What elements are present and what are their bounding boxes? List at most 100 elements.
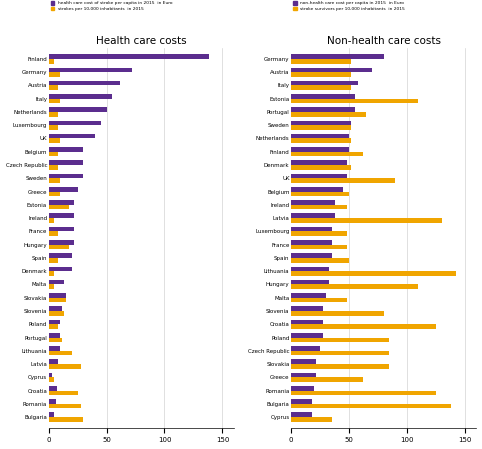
Bar xyxy=(291,134,349,138)
Bar xyxy=(49,59,54,64)
Bar xyxy=(291,293,326,298)
Bar xyxy=(49,377,54,382)
Bar xyxy=(49,359,58,364)
Bar xyxy=(291,94,355,99)
Bar xyxy=(291,306,323,311)
Bar xyxy=(49,271,54,276)
Bar xyxy=(49,85,58,90)
Bar xyxy=(291,67,372,72)
Bar xyxy=(49,160,83,165)
Bar xyxy=(49,134,95,138)
Bar xyxy=(291,267,329,271)
Bar xyxy=(49,413,54,417)
Bar xyxy=(49,338,63,342)
Bar xyxy=(49,67,132,72)
Bar xyxy=(49,213,74,218)
Bar xyxy=(49,112,58,117)
Bar xyxy=(291,107,355,112)
Bar xyxy=(291,298,347,302)
Bar xyxy=(291,165,351,170)
Bar xyxy=(49,253,72,258)
Bar xyxy=(291,311,384,316)
Bar xyxy=(291,125,351,130)
Bar xyxy=(49,386,57,391)
Bar xyxy=(291,160,347,165)
Bar xyxy=(291,351,389,356)
Bar xyxy=(291,258,349,263)
Bar xyxy=(291,138,351,143)
Bar xyxy=(291,417,332,422)
Bar xyxy=(49,240,74,245)
Bar xyxy=(291,253,332,258)
Title: Health care costs: Health care costs xyxy=(96,36,187,46)
Bar xyxy=(49,417,83,422)
Bar xyxy=(49,205,69,210)
Bar xyxy=(291,413,312,417)
Bar xyxy=(291,112,366,117)
Bar xyxy=(49,107,107,112)
Bar xyxy=(49,324,58,329)
Bar xyxy=(49,391,78,395)
Bar xyxy=(291,147,349,152)
Bar xyxy=(49,227,74,231)
Bar xyxy=(291,324,436,329)
Bar xyxy=(49,152,58,156)
Bar xyxy=(291,338,389,342)
Bar xyxy=(49,267,72,271)
Bar xyxy=(49,147,83,152)
Bar xyxy=(291,346,320,351)
Bar xyxy=(291,240,332,245)
Bar xyxy=(49,373,52,377)
Bar xyxy=(49,311,64,316)
Bar xyxy=(49,293,66,298)
Bar xyxy=(49,306,63,311)
Bar xyxy=(49,351,72,356)
Bar xyxy=(291,213,335,218)
Bar xyxy=(49,280,64,284)
Bar xyxy=(291,404,451,409)
Bar xyxy=(49,187,78,192)
Bar xyxy=(291,391,436,395)
Bar xyxy=(49,284,54,289)
Bar xyxy=(291,178,395,183)
Bar xyxy=(291,364,389,369)
Bar xyxy=(291,373,317,377)
Bar xyxy=(49,121,101,125)
Bar xyxy=(49,54,209,59)
Bar xyxy=(49,72,60,77)
Bar xyxy=(291,227,332,231)
Bar xyxy=(291,399,312,404)
Legend: non-health care cost per capita in 2015  in Euro, stroke survivors per 10,000 in: non-health care cost per capita in 2015 … xyxy=(293,1,405,11)
Bar xyxy=(291,187,343,192)
Bar xyxy=(291,320,323,324)
Bar xyxy=(49,404,81,409)
Bar xyxy=(49,178,60,183)
Bar xyxy=(49,81,120,85)
Bar xyxy=(49,174,83,178)
Bar xyxy=(49,138,60,143)
Bar xyxy=(291,200,335,205)
Title: Non-health care costs: Non-health care costs xyxy=(327,36,441,46)
Bar xyxy=(49,346,60,351)
Bar xyxy=(291,359,317,364)
Bar xyxy=(49,94,112,99)
Bar xyxy=(49,320,60,324)
Bar xyxy=(49,298,66,302)
Bar xyxy=(291,121,351,125)
Bar xyxy=(49,364,81,369)
Bar xyxy=(291,271,455,276)
Bar xyxy=(291,333,323,338)
Bar xyxy=(49,333,60,338)
Bar xyxy=(291,218,442,223)
Bar xyxy=(291,54,384,59)
Bar xyxy=(291,99,418,103)
Bar xyxy=(49,99,60,103)
Bar xyxy=(291,59,351,64)
Bar xyxy=(49,200,74,205)
Bar xyxy=(291,284,418,289)
Legend: health care cost of stroke per capita in 2015  in Euro, strokes per 10,000 inhab: health care cost of stroke per capita in… xyxy=(51,1,173,11)
Bar xyxy=(291,231,347,236)
Bar xyxy=(49,399,55,404)
Bar xyxy=(291,81,358,85)
Bar xyxy=(291,174,347,178)
